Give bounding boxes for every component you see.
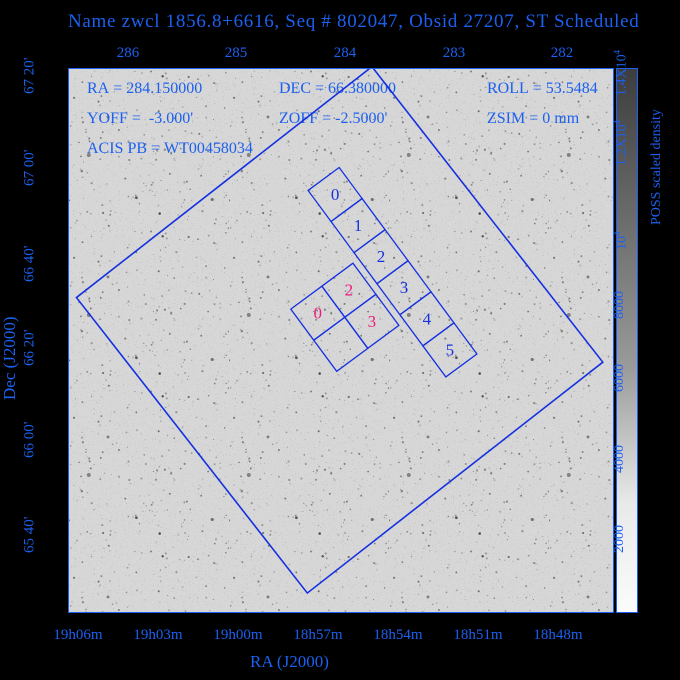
svg-text:5: 5 bbox=[446, 340, 455, 359]
svg-text:3: 3 bbox=[400, 278, 409, 297]
svg-text:2: 2 bbox=[345, 281, 354, 300]
svg-text:3: 3 bbox=[368, 312, 377, 331]
svg-text:1: 1 bbox=[354, 216, 363, 235]
svg-text:2: 2 bbox=[377, 247, 386, 266]
svg-text:0: 0 bbox=[331, 185, 340, 204]
svg-text:4: 4 bbox=[423, 309, 432, 328]
svg-text:0: 0 bbox=[314, 304, 323, 323]
